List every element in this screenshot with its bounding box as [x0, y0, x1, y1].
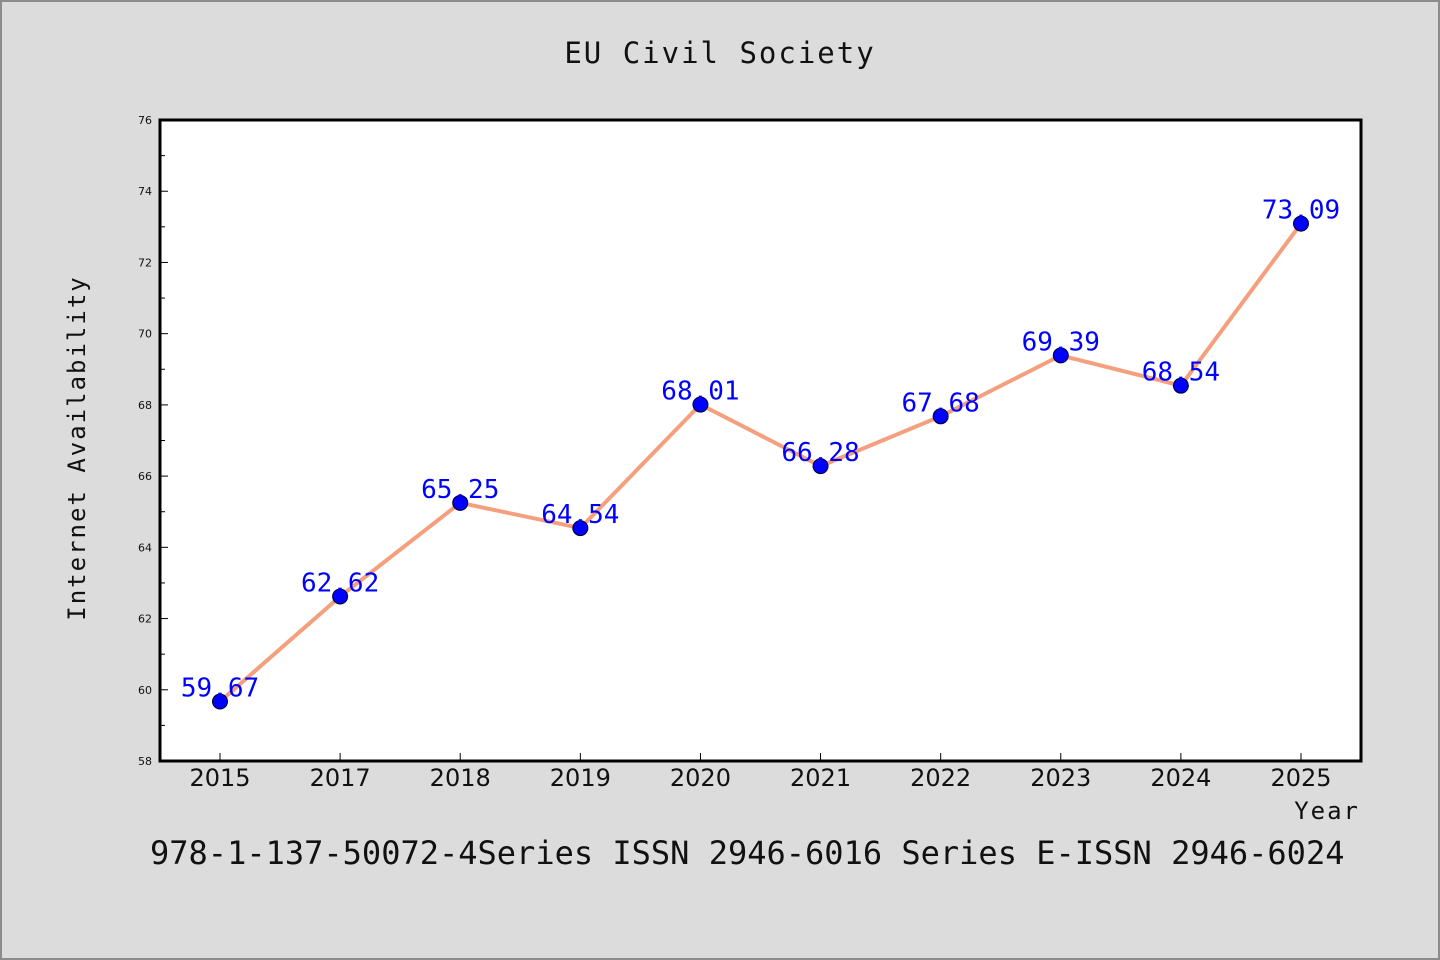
data-label: 62.62 [301, 568, 379, 598]
x-axis: 2015 2017 2018 2019 2020 2021 2022 2023 2024 2025 [189, 753, 1332, 792]
chart-title: EU Civil Society [564, 36, 875, 70]
y-tick-label: 74 [138, 185, 152, 198]
x-tick-label: 2015 [189, 764, 250, 792]
data-point [212, 693, 228, 710]
data-point [1293, 215, 1309, 232]
y-tick-label: 60 [138, 684, 152, 697]
data-label: 68.54 [1142, 358, 1220, 388]
x-tick-label: 2017 [310, 764, 371, 792]
x-tick-label: 2021 [790, 764, 851, 792]
series-line [218, 221, 1303, 704]
data-label: 67.68 [902, 388, 980, 418]
x-tick-label: 2019 [550, 764, 611, 792]
data-point [812, 458, 829, 475]
data-point [572, 520, 589, 537]
data-label: 66.28 [781, 438, 859, 468]
y-tick-label: 70 [138, 328, 152, 341]
x-tick-label: 2020 [670, 764, 731, 792]
y-tick-label: 72 [138, 256, 152, 269]
series-group: 59.67 62.62 65.25 64.54 68.01 66.28 67.68 69.39… [181, 196, 1340, 710]
data-point [332, 588, 349, 605]
data-point [1052, 347, 1069, 364]
data-label: 68.01 [661, 377, 739, 407]
data-label: 59.67 [181, 674, 259, 704]
y-tick-label: 62 [138, 613, 152, 626]
data-label: 64.54 [541, 500, 619, 530]
y-axis: 58 60 62 64 66 68 70 72 74 76 [138, 114, 168, 768]
x-tick-label: 2024 [1150, 764, 1211, 792]
x-tick-label: 2023 [1030, 764, 1091, 792]
data-point [1172, 377, 1189, 394]
data-label: 73.09 [1262, 196, 1340, 226]
data-label: 65.25 [421, 475, 499, 505]
data-point [452, 494, 469, 511]
y-tick-label: 68 [138, 399, 152, 412]
data-label: 69.39 [1022, 327, 1100, 357]
x-tick-label: 2022 [910, 764, 971, 792]
y-tick-label: 58 [138, 755, 152, 768]
x-tick-label: 2025 [1270, 764, 1331, 792]
y-tick-label: 64 [138, 541, 152, 554]
y-tick-label: 76 [138, 114, 152, 127]
plot-area [158, 118, 1363, 763]
y-axis-label: Internet Availability [63, 275, 91, 620]
x-axis-label: Year [1294, 797, 1360, 825]
data-point [932, 408, 949, 425]
x-tick-label: 2018 [430, 764, 491, 792]
y-tick-label: 66 [138, 470, 152, 483]
isbn-footer: 978-1-137-50072-4Series ISSN 2946-6016 S… [150, 834, 1344, 872]
data-point [692, 396, 709, 413]
